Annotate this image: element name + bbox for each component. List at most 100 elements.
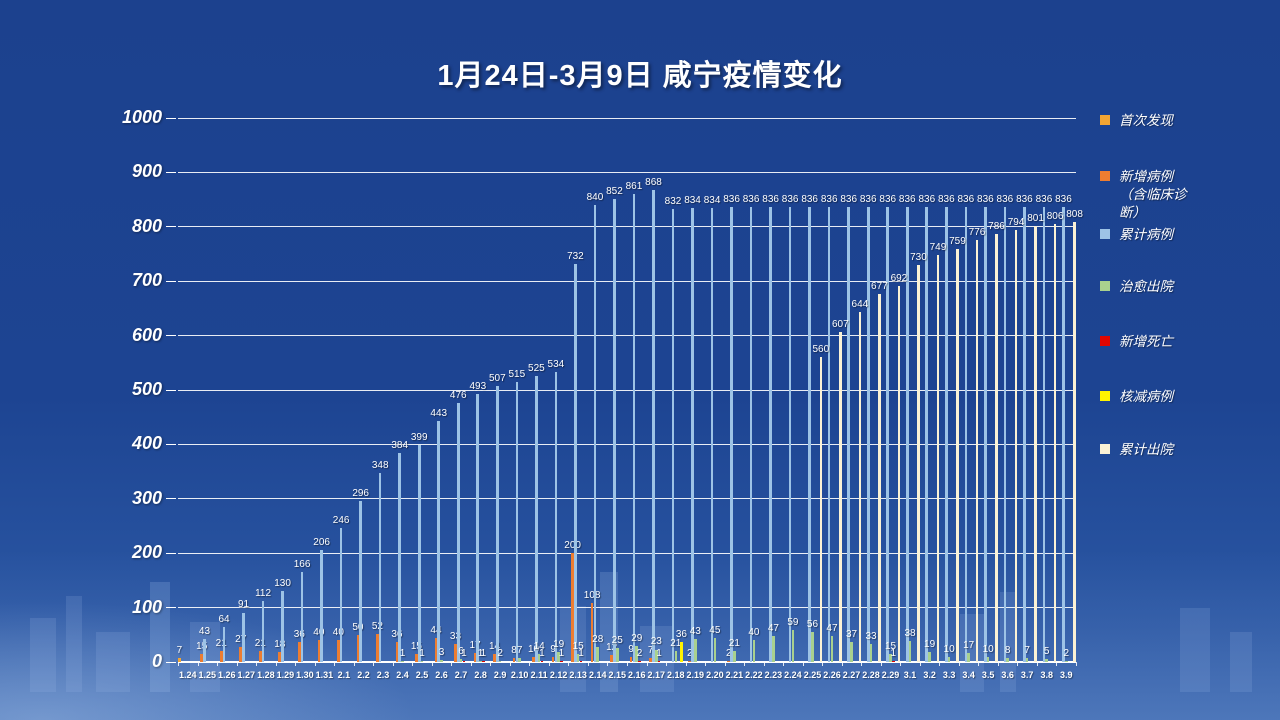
y-axis-label: 200 bbox=[131, 542, 162, 563]
bar-治愈出院-2.29 bbox=[889, 653, 892, 662]
x-axis-label: 2.10 bbox=[510, 670, 529, 680]
bar-label: 91 bbox=[237, 599, 250, 611]
y-axis-label: 300 bbox=[131, 487, 162, 508]
bar-label: 43 bbox=[689, 625, 701, 637]
x-axis-label: 2.4 bbox=[396, 670, 409, 680]
bar-label: 507 bbox=[488, 373, 506, 385]
bar-治愈出院-2.22 bbox=[752, 640, 756, 662]
bar-治愈出院-2.12 bbox=[557, 651, 560, 662]
bar-label: 1 bbox=[477, 647, 484, 659]
y-axis-tick bbox=[166, 280, 176, 282]
x-axis-tick bbox=[1056, 662, 1058, 666]
bar-新增病例（含临床诊断）-2.9 bbox=[493, 654, 496, 662]
x-axis-label: 2.24 bbox=[784, 670, 802, 680]
x-axis-label: 2.28 bbox=[862, 670, 880, 680]
gridline bbox=[178, 171, 1076, 173]
bar-累计出院-2.29 bbox=[897, 285, 901, 662]
x-axis-label: 1.30 bbox=[296, 670, 314, 680]
x-axis-label: 2.27 bbox=[842, 670, 861, 680]
legend-label: 核减病例 bbox=[1119, 389, 1173, 404]
bar-label: 2 bbox=[497, 647, 503, 659]
bar-新增死亡-2.16 bbox=[638, 660, 641, 662]
bar-治愈出院-2.24 bbox=[791, 629, 795, 662]
bar-label: 476 bbox=[449, 390, 467, 402]
bar-label: 836 bbox=[820, 194, 838, 206]
bar-label: 166 bbox=[293, 558, 311, 570]
bar-累计病例-1.27 bbox=[242, 612, 245, 662]
bar-label: 40 bbox=[313, 627, 325, 639]
bar-累计出院-3.1 bbox=[917, 264, 920, 662]
bar-label: 2 bbox=[726, 647, 732, 659]
x-axis-label: 2.20 bbox=[706, 670, 724, 680]
bar-label: 836 bbox=[898, 194, 916, 206]
x-axis-tick bbox=[431, 662, 433, 666]
x-axis-tick bbox=[1017, 662, 1019, 666]
x-axis-label: 2.15 bbox=[608, 670, 626, 680]
y-axis-tick bbox=[166, 661, 176, 663]
bar-治愈出院-2.6 bbox=[440, 660, 443, 662]
bar-label: 1 bbox=[558, 647, 565, 659]
bar-label: 7 bbox=[647, 645, 654, 657]
x-axis-tick bbox=[451, 662, 453, 666]
bar-累计出院-2.27 bbox=[858, 311, 862, 662]
bar-累计病例-3.6 bbox=[1003, 207, 1007, 662]
bar-label: 19 bbox=[924, 638, 936, 650]
x-axis-tick bbox=[705, 662, 707, 666]
y-axis-label: 0 bbox=[151, 651, 162, 671]
bar-label: 59 bbox=[787, 616, 799, 628]
bar-label: 836 bbox=[781, 194, 799, 206]
x-axis-tick bbox=[392, 662, 394, 666]
bar-label: 794 bbox=[1007, 217, 1025, 229]
y-axis-tick bbox=[166, 607, 176, 609]
bar-label: 10 bbox=[943, 643, 955, 655]
bar-label: 834 bbox=[703, 195, 721, 207]
bar-label: 44 bbox=[430, 625, 442, 637]
x-axis-tick bbox=[314, 662, 316, 666]
bar-label: 21 bbox=[670, 637, 682, 649]
x-axis-label: 1.27 bbox=[237, 670, 256, 680]
x-axis-label: 1.29 bbox=[276, 670, 295, 680]
bar-累计病例-3.4 bbox=[964, 207, 968, 662]
x-axis-label: 1.28 bbox=[257, 670, 275, 680]
x-axis-tick bbox=[763, 662, 765, 666]
bar-治愈出院-2.17 bbox=[654, 649, 658, 662]
legend-label: 首次发现 bbox=[1119, 113, 1173, 128]
bar-新增死亡-2.17 bbox=[657, 660, 661, 662]
bar-label: 692 bbox=[890, 272, 908, 284]
x-axis-label: 1.25 bbox=[198, 670, 217, 680]
bar-label: 749 bbox=[929, 241, 947, 253]
bar-累计病例-2.17 bbox=[652, 189, 655, 662]
x-axis-tick bbox=[412, 662, 414, 666]
x-axis-label: 3.3 bbox=[942, 670, 956, 680]
bar-累计病例-2.9 bbox=[496, 386, 499, 662]
bar-label: 5 bbox=[1043, 646, 1050, 658]
bar-label: 836 bbox=[762, 194, 779, 206]
bar-累计病例-1.29 bbox=[281, 591, 284, 662]
x-axis-label: 1.31 bbox=[315, 670, 334, 680]
gridline bbox=[178, 335, 1076, 337]
bar-label: 15 bbox=[410, 640, 422, 652]
bar-治愈出院-2.8 bbox=[479, 660, 482, 662]
bar-label: 19 bbox=[553, 638, 565, 650]
bar-累计病例-3.8 bbox=[1042, 207, 1046, 662]
bar-累计出院-3.4 bbox=[975, 239, 979, 662]
bar-label: 836 bbox=[840, 194, 858, 206]
bar-label: 443 bbox=[430, 408, 448, 419]
bar-累计病例-3.2 bbox=[925, 207, 929, 662]
bar-label: 10 bbox=[528, 643, 540, 655]
bar-核减病例-2.18 bbox=[680, 642, 683, 662]
x-axis-label: 2.8 bbox=[474, 670, 487, 680]
bar-label: 25 bbox=[611, 635, 623, 647]
bar-累计病例-2.2 bbox=[359, 500, 362, 662]
y-axis-tick bbox=[166, 226, 176, 228]
bar-label: 836 bbox=[996, 194, 1014, 206]
bar-label: 33 bbox=[865, 631, 877, 643]
bar-累计病例-2.26 bbox=[827, 207, 831, 662]
bar-治愈出院-2.7 bbox=[459, 658, 463, 662]
bar-新增病例（含临床诊断）-2.8 bbox=[473, 652, 477, 662]
bar-治愈出院-3.1 bbox=[908, 641, 912, 662]
bar-累计病例-1.26 bbox=[222, 627, 226, 662]
bar-新增病例（含临床诊断）-1.29 bbox=[278, 652, 282, 662]
bar-治愈出院-3.7 bbox=[1025, 658, 1029, 662]
bar-新增病例（含临床诊断）-2.13 bbox=[571, 553, 574, 662]
